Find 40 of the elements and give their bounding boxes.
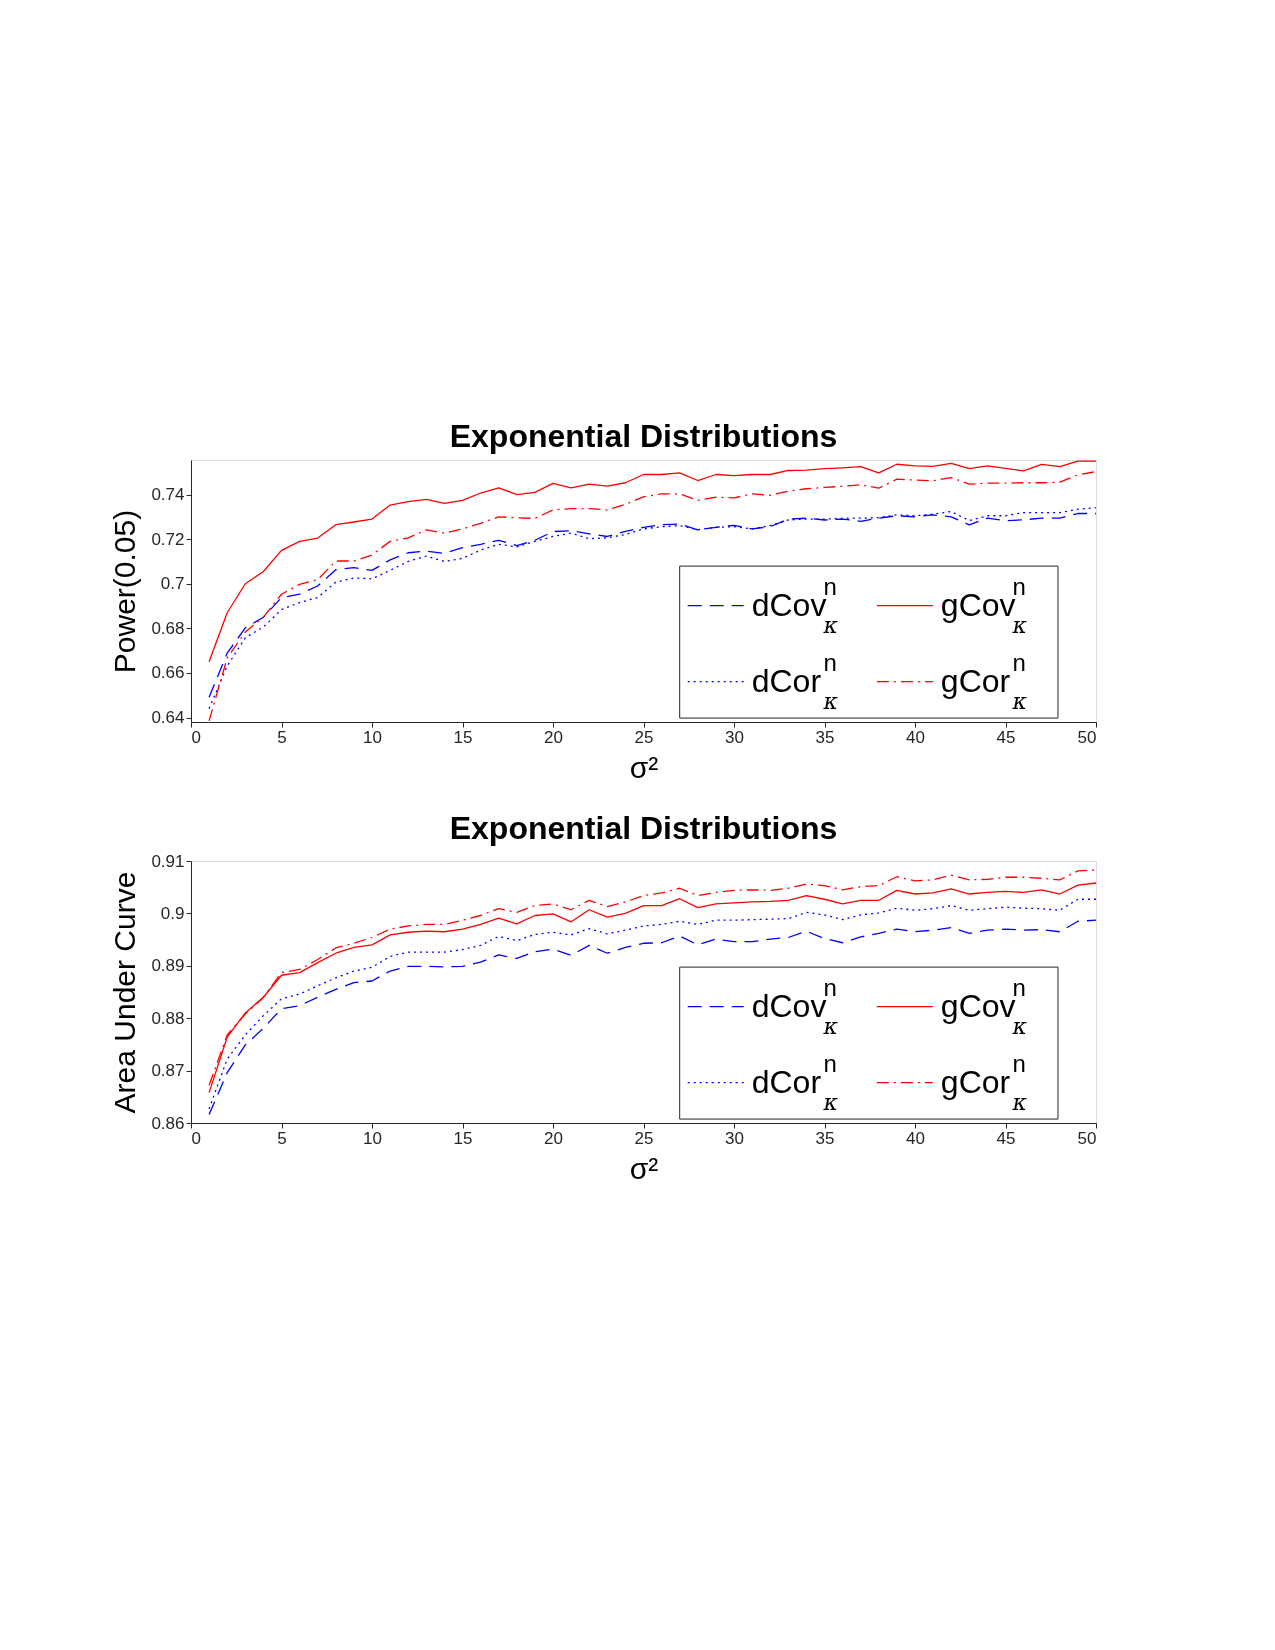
x-tick-label: 30 — [725, 727, 744, 747]
x-tick-label: 5 — [277, 727, 287, 747]
x-tick-label: 10 — [363, 727, 382, 747]
y-tick-label: 0.64 — [151, 708, 185, 728]
y-tick-label: 0.87 — [151, 1061, 185, 1081]
x-tick-label: 10 — [363, 1128, 382, 1148]
chart-title: Exponential Distributions — [449, 418, 838, 454]
x-tick-label: 5 — [277, 1128, 287, 1148]
y-tick-label: 0.66 — [151, 663, 185, 683]
x-tick-label: 50 — [1077, 1128, 1097, 1148]
y-tick-label: 0.7 — [160, 574, 185, 594]
y-axis-title: Power(0.05) — [108, 509, 142, 674]
x-tick-label: 20 — [544, 1128, 563, 1148]
x-tick-label: 25 — [634, 727, 654, 747]
x-tick-label: 25 — [634, 1128, 654, 1148]
y-tick-label: 0.89 — [151, 956, 185, 976]
y-tick-label: 0.74 — [151, 485, 185, 505]
x-tick-label: 0 — [191, 727, 201, 747]
x-axis-title: σ² — [629, 1151, 659, 1185]
y-tick-label: 0.88 — [151, 1008, 185, 1028]
x-tick-label: 0 — [191, 1128, 201, 1148]
chart-title: Exponential Distributions — [449, 810, 838, 846]
x-tick-label: 20 — [544, 727, 563, 747]
x-tick-label: 15 — [453, 1128, 473, 1148]
y-tick-label: 0.9 — [160, 903, 185, 923]
x-tick-label: 40 — [906, 1128, 925, 1148]
x-tick-label: 30 — [725, 1128, 744, 1148]
y-tick-label: 0.91 — [151, 851, 185, 871]
y-axis-title: Area Under Curve — [108, 871, 142, 1114]
x-tick-label: 45 — [996, 1128, 1016, 1148]
x-tick-label: 35 — [815, 1128, 835, 1148]
y-tick-label: 0.72 — [151, 529, 185, 549]
x-tick-label: 50 — [1077, 727, 1097, 747]
x-tick-label: 45 — [996, 727, 1016, 747]
x-tick-label: 15 — [453, 727, 473, 747]
y-tick-label: 0.86 — [151, 1113, 185, 1133]
x-axis-title: σ² — [629, 750, 659, 784]
x-tick-label: 35 — [815, 727, 835, 747]
x-tick-label: 40 — [906, 727, 925, 747]
y-tick-label: 0.68 — [151, 618, 185, 638]
